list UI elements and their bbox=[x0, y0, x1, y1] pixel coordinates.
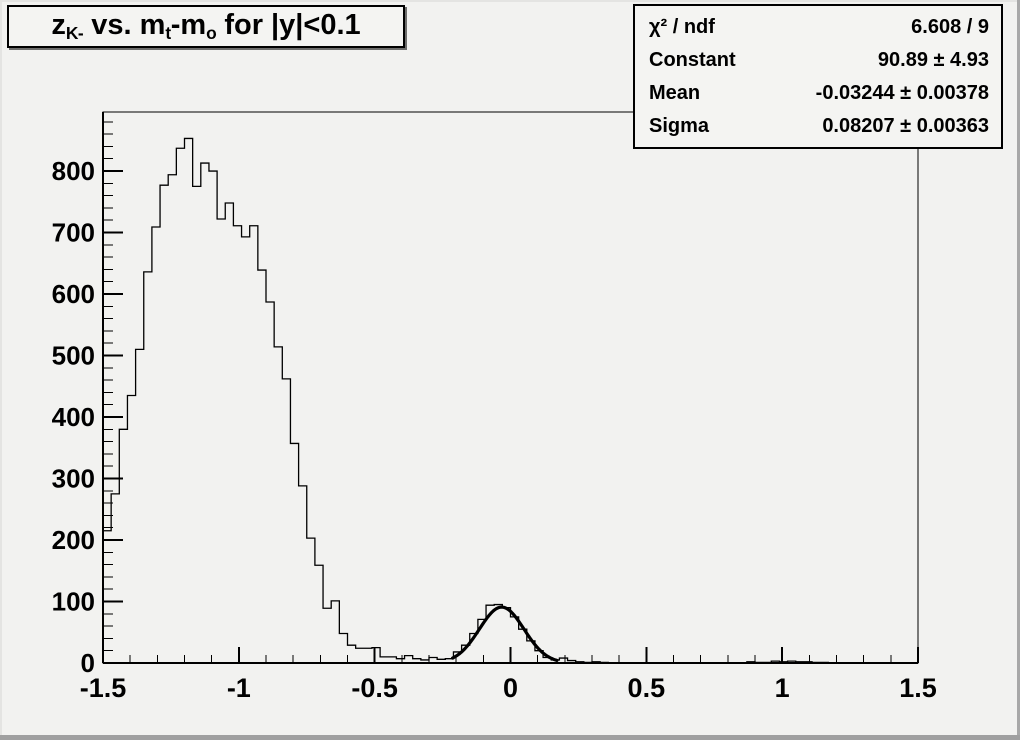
y-tick-label: 600 bbox=[52, 279, 95, 309]
stats-value-mean: -0.03244 ± 0.00378 bbox=[815, 82, 989, 105]
canvas-edge-bottom bbox=[0, 735, 1020, 740]
plot-frame bbox=[102, 111, 919, 664]
y-tick-label: 0 bbox=[81, 648, 95, 678]
stats-box: χ² / ndf 6.608 / 9 Constant 90.89 ± 4.93… bbox=[633, 4, 1003, 149]
title-segment: -m bbox=[170, 9, 207, 42]
canvas-edge-left bbox=[0, 0, 2, 740]
x-tick-label: 1 bbox=[775, 673, 790, 703]
x-tick-label: -1 bbox=[227, 673, 251, 703]
axis-ticks bbox=[102, 121, 919, 664]
canvas-edge-right bbox=[1017, 0, 1020, 740]
y-axis-labels: 0 100 200 300 400 500 600 700 800 bbox=[52, 156, 95, 678]
title-subscript: t bbox=[165, 22, 171, 43]
stats-value-sigma: 0.08207 ± 0.00363 bbox=[822, 115, 989, 138]
x-tick-label: -0.5 bbox=[351, 673, 398, 703]
stats-row-sigma: Sigma 0.08207 ± 0.00363 bbox=[635, 111, 1001, 141]
y-tick-label: 400 bbox=[52, 402, 95, 432]
title-segment: for |y|<0.1 bbox=[216, 9, 361, 42]
chart-title-box: zK- vs. mt-mo for |y|<0.1 bbox=[7, 5, 405, 48]
y-tick-label: 200 bbox=[52, 525, 95, 555]
stats-label-sigma: Sigma bbox=[649, 115, 710, 138]
stats-row-constant: Constant 90.89 ± 4.93 bbox=[635, 45, 1001, 75]
x-axis-labels: -1.5 -1 -0.5 0 0.5 1 1.5 bbox=[80, 673, 937, 703]
x-tick-label: 0.5 bbox=[628, 673, 666, 703]
title-subscript: o bbox=[206, 22, 217, 43]
stats-label-chi2: χ² / ndf bbox=[649, 15, 715, 38]
x-tick-label: -1.5 bbox=[80, 673, 127, 703]
y-tick-label: 500 bbox=[52, 341, 95, 371]
stats-value-chi2: 6.608 / 9 bbox=[911, 15, 989, 38]
stats-row-mean: Mean -0.03244 ± 0.00378 bbox=[635, 78, 1001, 108]
stats-row-chi2: χ² / ndf 6.608 / 9 bbox=[635, 12, 1001, 42]
stats-label-constant: Constant bbox=[649, 48, 736, 71]
x-tick-label: 0 bbox=[503, 673, 518, 703]
y-tick-label: 700 bbox=[52, 218, 95, 248]
stats-label-mean: Mean bbox=[649, 82, 701, 105]
x-tick-label: 1.5 bbox=[899, 673, 937, 703]
title-subscript: K- bbox=[65, 22, 84, 43]
y-tick-label: 100 bbox=[52, 587, 95, 617]
chart-title: zK- vs. mt-mo for |y|<0.1 bbox=[51, 9, 360, 44]
stats-value-constant: 90.89 ± 4.93 bbox=[877, 48, 989, 71]
title-segment: z bbox=[51, 9, 66, 42]
histogram-line bbox=[102, 137, 918, 664]
y-tick-label: 800 bbox=[52, 156, 95, 186]
canvas-edge-top bbox=[0, 0, 1020, 2]
y-tick-label: 300 bbox=[52, 464, 95, 494]
title-segment: vs. m bbox=[83, 9, 166, 42]
gaussian-fit-curve bbox=[451, 605, 559, 663]
